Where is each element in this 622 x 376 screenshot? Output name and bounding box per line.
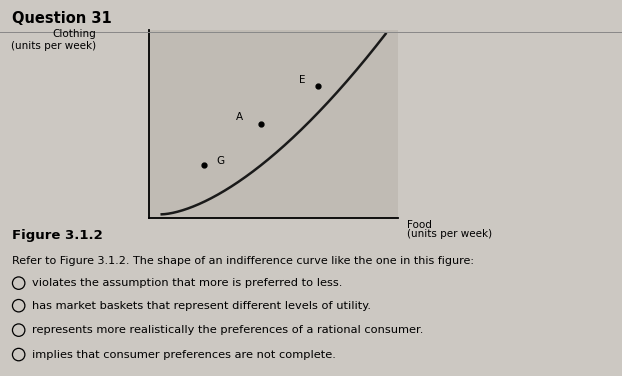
Text: Refer to Figure 3.1.2. The shape of an indifference curve like the one in this f: Refer to Figure 3.1.2. The shape of an i… (12, 256, 475, 266)
Text: Clothing: Clothing (53, 29, 96, 39)
Text: implies that consumer preferences are not complete.: implies that consumer preferences are no… (32, 350, 337, 359)
Text: Figure 3.1.2: Figure 3.1.2 (12, 229, 103, 243)
Text: Question 31: Question 31 (12, 11, 112, 26)
Text: has market baskets that represent different levels of utility.: has market baskets that represent differ… (32, 301, 371, 311)
Text: violates the assumption that more is preferred to less.: violates the assumption that more is pre… (32, 278, 343, 288)
Text: represents more realistically the preferences of a rational consumer.: represents more realistically the prefer… (32, 325, 424, 335)
Text: (units per week): (units per week) (11, 41, 96, 51)
Text: A: A (236, 112, 243, 122)
Text: Food: Food (407, 220, 432, 230)
Text: E: E (299, 75, 305, 85)
Text: (units per week): (units per week) (407, 229, 493, 240)
Text: G: G (216, 156, 225, 165)
